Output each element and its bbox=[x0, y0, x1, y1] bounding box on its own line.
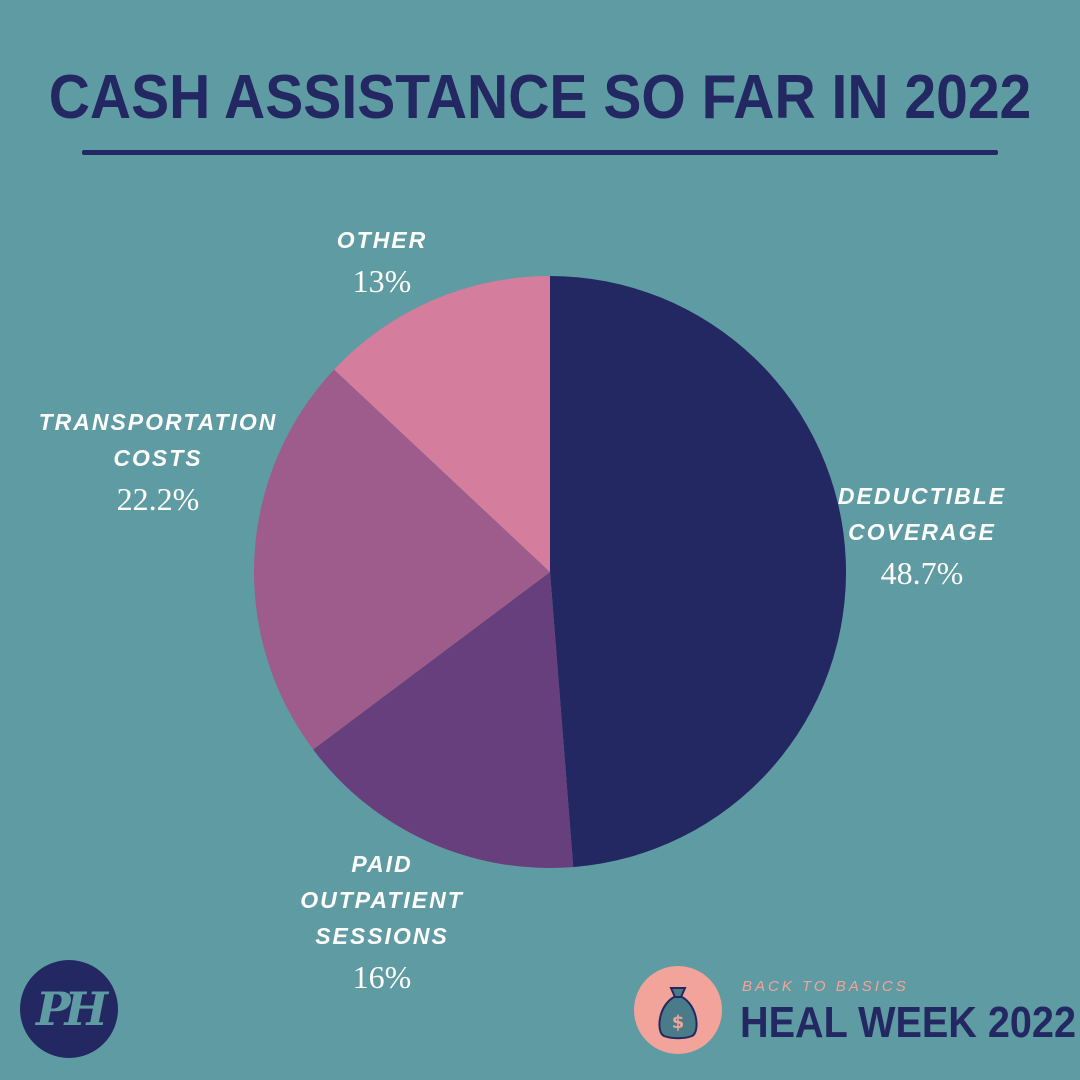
event-title: HEAL WEEK 2022 bbox=[740, 998, 1076, 1047]
logo-monogram: PH bbox=[35, 982, 108, 1036]
slice-percentage: 16% bbox=[352, 959, 412, 995]
pie-slice-0 bbox=[550, 276, 847, 868]
ph-logo: PH bbox=[20, 960, 118, 1058]
pie-slice-2 bbox=[254, 369, 550, 750]
pie-slice-1 bbox=[313, 572, 574, 868]
slice-percentage: 13% bbox=[352, 263, 412, 299]
slice-category: DEDUCTIBLE COVERAGE bbox=[837, 483, 1007, 545]
kicker-text: BACK TO BASICS bbox=[742, 978, 909, 995]
slice-category: TRANSPORTATION COSTS bbox=[38, 409, 278, 471]
slice-label-paid-outpatient-sessions: PAID OUTPATIENT SESSIONS 16% bbox=[300, 846, 464, 1000]
slice-category: PAID OUTPATIENT SESSIONS bbox=[300, 851, 464, 949]
slice-percentage: 48.7% bbox=[880, 555, 964, 591]
slice-percentage: 22.2% bbox=[116, 481, 200, 517]
slice-category: OTHER bbox=[336, 227, 428, 253]
money-bag-icon: $ bbox=[658, 987, 698, 1040]
chart-title: CASH ASSISTANCE SO FAR IN 2022 bbox=[48, 63, 1032, 132]
slice-label-transportation-costs: TRANSPORTATION COSTS 22.2% bbox=[39, 404, 278, 522]
pie-slice-3 bbox=[334, 276, 550, 572]
slice-label-deductible-coverage: DEDUCTIBLE COVERAGE 48.7% bbox=[838, 478, 1006, 596]
badge-circle: $ bbox=[634, 966, 722, 1054]
dollar-sign: $ bbox=[672, 1012, 685, 1033]
title-underline bbox=[82, 150, 998, 155]
slice-label-other: OTHER 13% bbox=[337, 222, 428, 304]
